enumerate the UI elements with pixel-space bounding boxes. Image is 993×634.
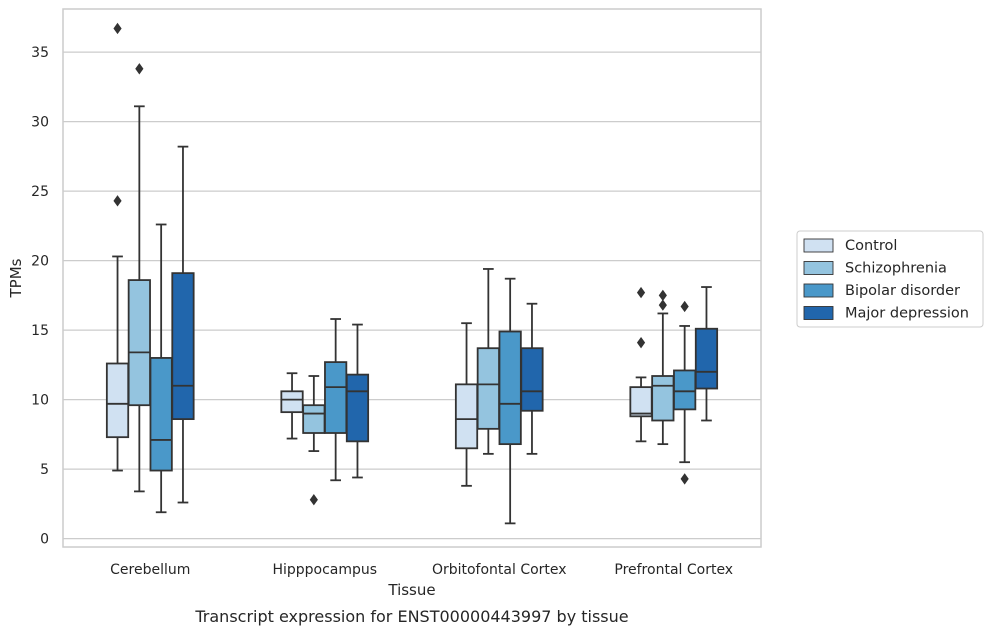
box-iqr — [520, 347, 544, 412]
x-tick-label: Hipppocampus — [272, 562, 377, 578]
y-tick-label: 20 — [31, 254, 49, 270]
legend-swatch — [803, 261, 834, 275]
box-iqr — [673, 369, 697, 411]
y-tick-label: 35 — [31, 45, 49, 61]
box-outlier-point — [680, 300, 689, 313]
box-outlier-point — [680, 473, 689, 485]
box-iqr — [105, 362, 130, 439]
box-2-2 — [498, 277, 522, 525]
box-iqr — [127, 279, 151, 407]
legend-label: Control — [845, 238, 897, 254]
x-tick-label: Cerebellum — [110, 562, 190, 578]
box-iqr — [694, 327, 719, 390]
box-outlier-point — [309, 494, 318, 506]
box-3-1 — [651, 289, 675, 446]
x-tick-label: Prefrontal Cortex — [614, 562, 733, 578]
box-iqr — [171, 272, 195, 421]
plot-frame — [62, 8, 762, 548]
y-tick-label: 5 — [40, 462, 49, 478]
box-0-2 — [149, 223, 173, 514]
box-0-3 — [171, 145, 195, 504]
box-iqr — [149, 357, 173, 472]
box-outlier-point — [135, 63, 144, 75]
box-iqr — [476, 347, 500, 430]
legend-swatch — [803, 306, 834, 320]
y-axis-ticks: 0 5 10 15 20 25 30 35 — [31, 45, 49, 548]
y-tick-label: 30 — [31, 115, 49, 131]
legend: Control Schizophrenia Bipolar disorder Majo… — [796, 230, 984, 328]
box-iqr — [280, 390, 304, 414]
chart-caption: Transcript expression for ENST0000044399… — [194, 607, 628, 626]
x-axis-ticks: Cerebellum Hipppocampus Orbitofontal Corte… — [110, 562, 733, 578]
box-iqr — [324, 361, 348, 434]
box-outlier-point — [636, 336, 646, 349]
box-1-2 — [324, 318, 348, 482]
x-axis-title: Tissue — [387, 581, 435, 599]
box-1-1 — [302, 375, 326, 506]
box-iqr — [629, 386, 653, 418]
y-tick-label: 10 — [31, 393, 49, 409]
box-3-3 — [694, 286, 719, 422]
legend-label: Bipolar disorder — [845, 283, 960, 299]
box-outlier-point — [113, 22, 122, 35]
box-iqr — [651, 375, 675, 422]
legend-label: Major depression — [845, 306, 969, 322]
box-iqr — [302, 404, 326, 434]
y-axis-title: TPMs — [7, 258, 25, 298]
legend-label: Schizophrenia — [845, 261, 947, 277]
box-3-0 — [629, 286, 653, 443]
box-0-0 — [105, 22, 130, 472]
box-outlier-point — [658, 299, 667, 311]
box-1-3 — [345, 323, 370, 479]
legend-swatch — [803, 283, 834, 298]
y-tick-label: 0 — [40, 532, 49, 548]
box-outlier-point — [113, 195, 122, 207]
box-iqr — [345, 373, 370, 443]
box-iqr — [454, 383, 479, 450]
box-2-3 — [520, 302, 544, 455]
plot-area — [105, 22, 719, 525]
legend-swatch — [803, 238, 834, 253]
box-outlier-point — [658, 289, 667, 302]
y-tick-label: 15 — [31, 323, 49, 339]
box-3-2 — [673, 300, 697, 485]
box-iqr — [498, 330, 522, 446]
box-outlier-point — [636, 286, 646, 299]
box-0-1 — [127, 63, 151, 493]
legend-frame — [796, 230, 984, 328]
x-tick-label: Orbitofontal Cortex — [432, 562, 567, 578]
box-1-0 — [280, 372, 304, 440]
y-tick-label: 25 — [31, 184, 49, 200]
